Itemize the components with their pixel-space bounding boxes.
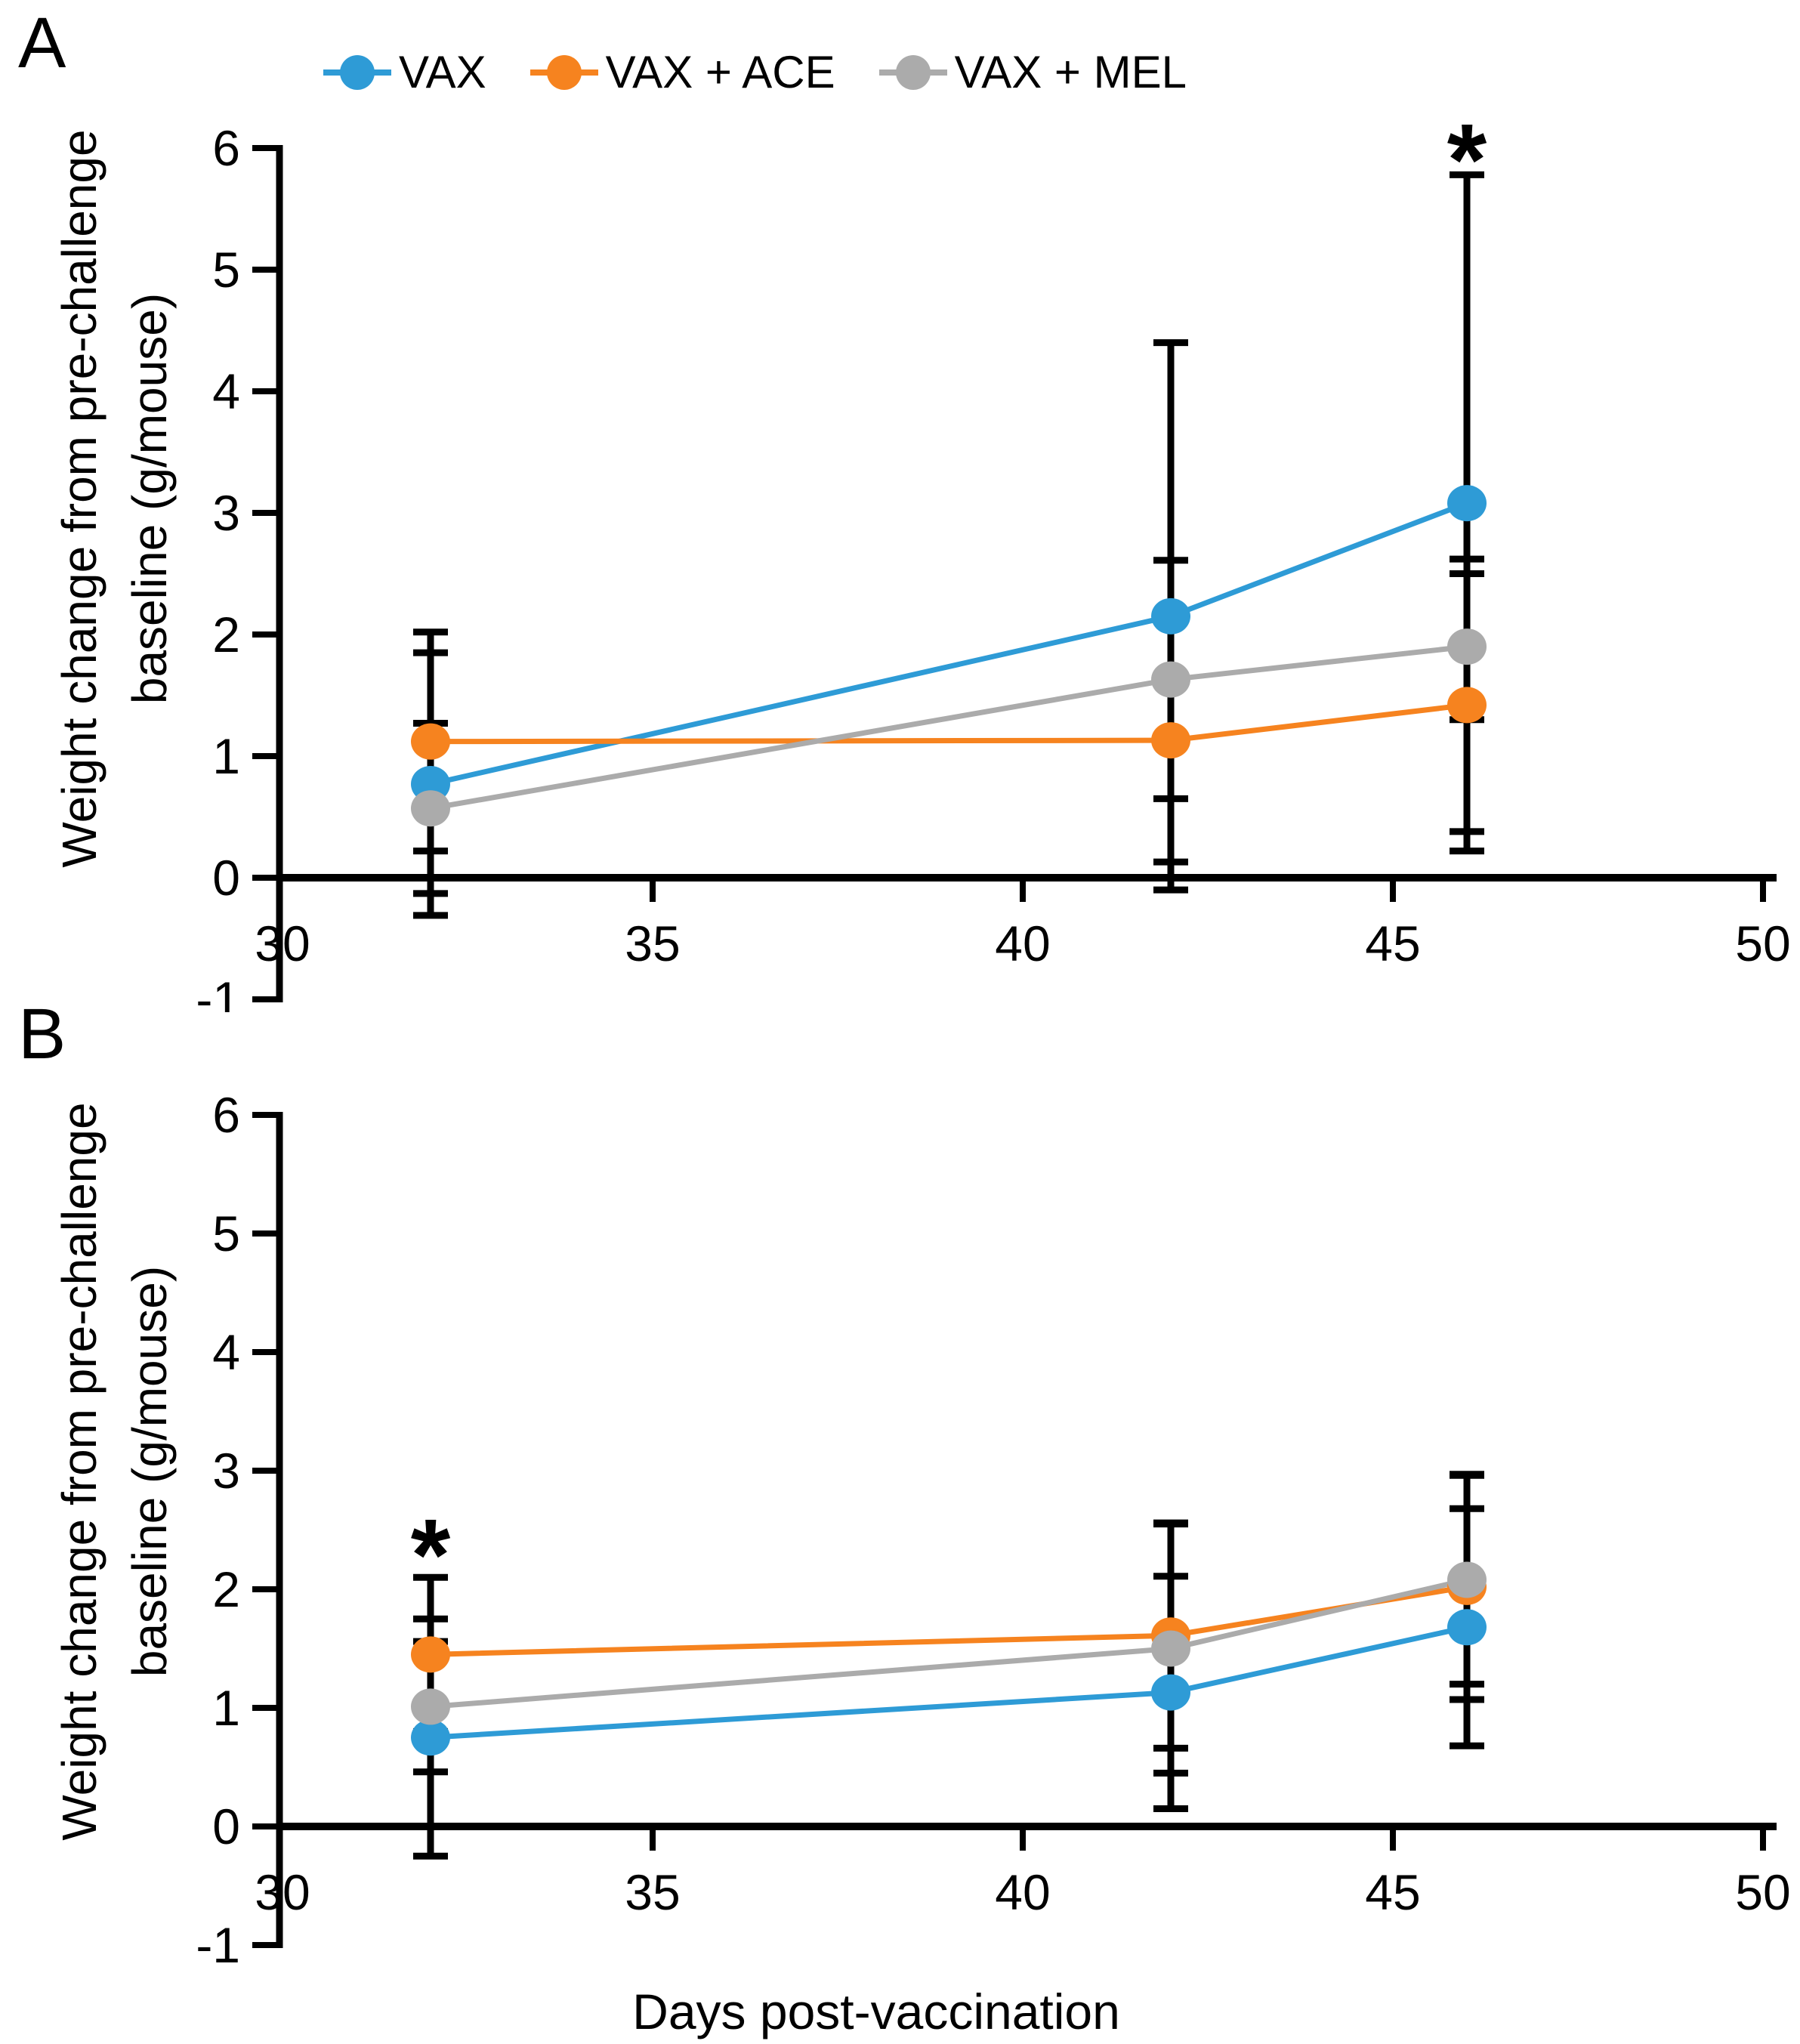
x-tick-label: 40: [995, 1864, 1050, 1920]
data-point-marker-vax: [1447, 485, 1487, 522]
x-tick-label: 35: [625, 1864, 680, 1920]
x-tick-label: 45: [1365, 915, 1420, 971]
y-tick-label: 4: [212, 363, 240, 419]
y-tick-label: 6: [212, 1087, 240, 1143]
data-point-marker-vax-mel: [1447, 1561, 1487, 1598]
y-tick-label: 0: [212, 850, 240, 906]
data-point-marker-vax-mel: [1151, 661, 1190, 698]
significance-asterisk: *: [1447, 103, 1487, 217]
legend-marker-icon: [323, 55, 391, 90]
y-tick-label: -1: [196, 971, 240, 1012]
x-tick-label: 30: [255, 1864, 310, 1920]
y-tick-label: 4: [212, 1324, 240, 1380]
legend-marker-icon: [530, 55, 598, 90]
x-tick-label: 35: [625, 915, 680, 971]
y-tick-label: 5: [212, 1206, 240, 1261]
data-point-marker-vax-ace: [411, 723, 450, 760]
series-line-vax-ace: [430, 1584, 1468, 1657]
series-line-vax-mel: [430, 644, 1468, 811]
data-point-marker-vax-ace: [411, 1636, 450, 1673]
data-point-marker-vax-mel: [411, 790, 450, 827]
y-tick-label: -1: [196, 1917, 240, 1973]
data-point-marker-vax: [1447, 1609, 1487, 1646]
data-point-marker-vax: [1151, 597, 1190, 635]
y-tick-label: 5: [212, 242, 240, 298]
y-tick-label: 0: [212, 1799, 240, 1854]
legend-item-vax-mel: VAX + MEL: [878, 47, 1187, 97]
y-tick-label: 1: [212, 1680, 240, 1736]
legend-marker-icon: [878, 55, 947, 90]
legend-label: VAX + ACE: [605, 47, 835, 97]
series-line-vax-ace: [430, 702, 1468, 745]
data-point-marker-vax-ace: [1151, 722, 1190, 759]
panel-a-letter: A: [18, 3, 66, 83]
y-tick-label: 2: [212, 607, 240, 662]
data-point-marker-vax-mel: [411, 1688, 450, 1725]
data-point-marker-vax: [1151, 1674, 1190, 1711]
x-tick-label: 40: [995, 915, 1050, 971]
data-point-marker-vax-mel: [1447, 628, 1487, 665]
y-tick-label: 3: [212, 1443, 240, 1499]
y-tick-label: 1: [212, 728, 240, 784]
x-tick-label: 50: [1735, 915, 1790, 971]
data-point-marker-vax-ace: [1447, 687, 1487, 724]
panel-b-letter: B: [18, 994, 66, 1074]
legend-label: VAX + MEL: [954, 47, 1187, 97]
x-tick-label: 45: [1365, 1864, 1420, 1920]
legend-item-vax: VAX: [323, 50, 486, 95]
chart-legend: VAX VAX + ACE VAX + MEL: [323, 50, 1187, 95]
y-tick-label: 3: [212, 485, 240, 541]
legend-item-vax-ace: VAX + ACE: [530, 50, 835, 95]
x-tick-label: 50: [1735, 1864, 1790, 1920]
x-tick-label: 30: [255, 915, 310, 971]
legend-label: VAX: [399, 47, 486, 97]
data-point-marker-vax-mel: [1151, 1630, 1190, 1667]
significance-asterisk: *: [411, 1498, 451, 1612]
data-point-marker-vax: [411, 1719, 450, 1756]
y-tick-label: 2: [212, 1561, 240, 1617]
y-tick-label: 6: [212, 120, 240, 176]
x-axis-title: Days post-vaccination: [632, 1984, 1120, 2039]
